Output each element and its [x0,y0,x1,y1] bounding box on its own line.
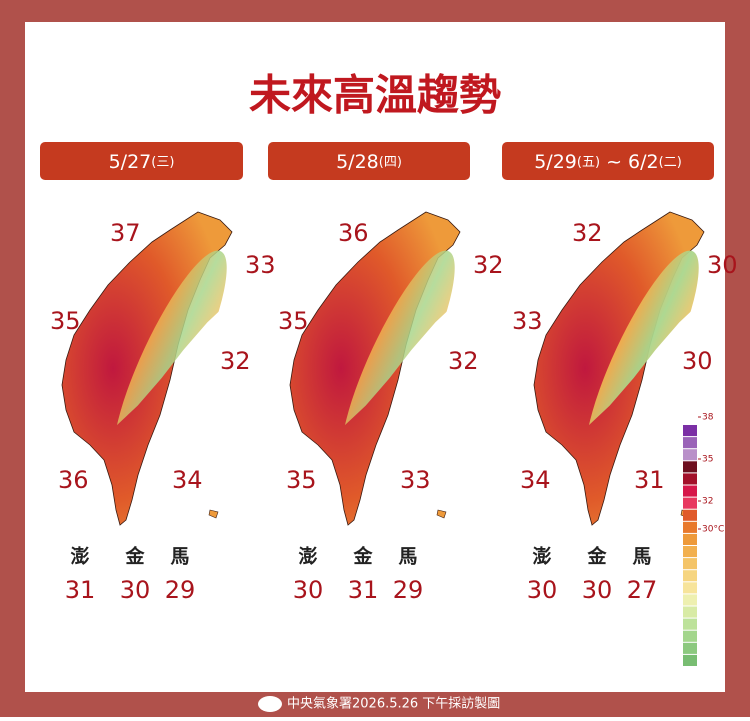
island-temp: 29 [165,576,196,604]
legend-swatch [683,606,697,618]
island-temp: 30 [527,576,558,604]
map-temp: 36 [58,466,89,494]
map-temp: 30 [682,347,713,375]
island-name: 馬 [170,546,189,568]
map-temp: 33 [245,251,276,279]
island-name: 馬 [632,546,651,568]
map-temp: 34 [520,466,551,494]
map-temp: 32 [220,347,251,375]
map-temp: 30 [707,251,738,279]
island-name: 澎 [298,545,317,568]
footer: 中央氣象署2026.5.26 下午採訪製圖 [287,696,500,712]
date-part: 5/27 [109,151,152,173]
legend-swatch [683,630,697,642]
island-temp: 30 [293,576,324,604]
island-name: 馬 [398,546,417,568]
map-temp: 35 [286,466,317,494]
map-temp: 34 [172,466,203,494]
map [61,211,233,526]
island-temp: 29 [393,576,424,604]
island-temp: 30 [120,576,151,604]
map-temp: 33 [400,466,431,494]
date-header [268,142,470,180]
map-temp: 36 [338,219,369,247]
legend-swatch [683,521,697,533]
legend-swatch [683,594,697,606]
legend-label: 32 [702,497,713,507]
map-temp: 32 [572,219,603,247]
date-text: 5/29(五) ~ 6/2(二) [534,151,682,173]
date-part: (二) [659,155,682,170]
legend-swatch [683,497,697,509]
island-name: 金 [586,545,607,568]
legend-swatch [683,546,697,558]
map-temp: 32 [473,251,504,279]
date-text: 5/27(三) [109,151,175,173]
map-temp: 35 [278,307,309,335]
island-temp: 31 [65,576,96,604]
map-temp: 32 [448,347,479,375]
date-text: 5/28(四) [336,151,402,173]
title: 未來高溫趨勢 [249,71,501,120]
island-temp: 27 [627,576,658,604]
legend-swatch [683,425,697,437]
legend-swatch [683,437,697,449]
island-temp: 31 [348,576,379,604]
legend-swatch [683,570,697,582]
map-temp: 33 [512,307,543,335]
date-header [502,142,714,180]
legend-swatch [683,509,697,521]
island-name: 金 [352,545,373,568]
map [289,211,461,526]
legend-swatch [683,582,697,594]
island-name: 澎 [70,545,89,568]
date-part: (三) [151,155,174,170]
date-part: 5/29 [534,151,577,173]
island-name: 澎 [532,545,551,568]
map-temp: 31 [634,466,665,494]
legend-label: 35 [702,455,713,465]
legend-swatch [683,618,697,630]
map-temp: 35 [50,307,81,335]
date-part: 5/28 [336,151,379,173]
date-part: (四) [379,155,402,170]
date-header [40,142,243,180]
island-temp: 30 [582,576,613,604]
date-part: ~ 6/2 [600,151,659,173]
legend-swatch [683,654,697,666]
legend-swatch [683,485,697,497]
legend-swatch [683,558,697,570]
legend-label: 38 [702,413,714,423]
legend-swatch [683,642,697,654]
island-name: 金 [124,545,145,568]
map-island [436,509,447,519]
logo [258,696,282,712]
legend-swatch [683,449,697,461]
legend-label: 30°C [702,525,724,535]
legend-swatch [683,533,697,545]
date-part: (五) [577,155,600,170]
legend-swatch [683,473,697,485]
legend-swatch [683,461,697,473]
map-temp: 37 [110,219,141,247]
map-island [208,509,219,519]
